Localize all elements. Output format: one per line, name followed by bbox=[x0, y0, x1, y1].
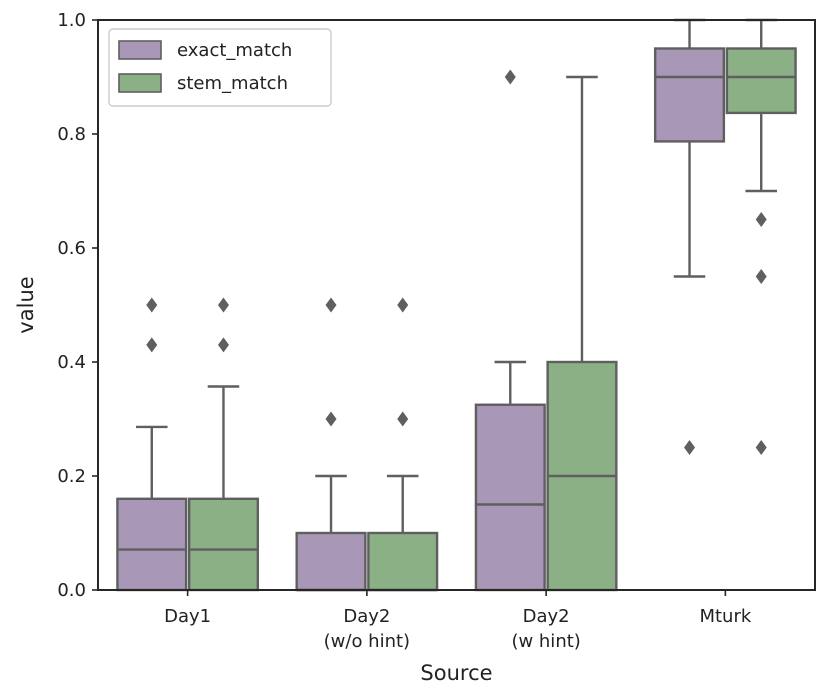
box-exact_match-0 bbox=[116, 297, 188, 592]
outlier-point bbox=[325, 411, 337, 427]
legend-label-exact_match: exact_match bbox=[177, 40, 292, 61]
outlier-point bbox=[146, 297, 158, 313]
x-axis-label: Source bbox=[420, 661, 492, 685]
x-tick-label: Day2 bbox=[343, 606, 390, 627]
legend-frame bbox=[108, 28, 332, 107]
outlier-point bbox=[217, 337, 229, 353]
box-iqr bbox=[725, 47, 797, 115]
box-iqr bbox=[187, 497, 260, 592]
x-tick-label: Day2 bbox=[523, 606, 570, 627]
outlier-point bbox=[146, 337, 158, 353]
boxes-layer bbox=[116, 18, 797, 592]
outlier-point bbox=[397, 297, 409, 313]
outlier-point bbox=[684, 440, 696, 455]
box-stem_match-0 bbox=[187, 297, 260, 592]
y-tick-label: 0.0 bbox=[57, 580, 86, 601]
outlier-point bbox=[217, 297, 229, 313]
x-tick-label: (w hint) bbox=[511, 631, 580, 652]
legend-swatch-exact_match bbox=[118, 40, 162, 60]
outlier-point bbox=[755, 440, 767, 455]
y-tick-label: 0.4 bbox=[57, 352, 86, 373]
box-exact_match-1 bbox=[295, 297, 367, 592]
box-iqr bbox=[474, 403, 546, 592]
x-tick-label: (w/o hint) bbox=[324, 631, 410, 652]
plot-frame bbox=[97, 19, 816, 591]
box-stem_match-3 bbox=[725, 18, 797, 455]
y-tick-label: 0.8 bbox=[57, 124, 86, 145]
outlier-point bbox=[325, 297, 337, 313]
y-tick-label: 1.0 bbox=[57, 10, 86, 31]
box-iqr bbox=[653, 47, 726, 143]
outlier-point bbox=[397, 411, 409, 427]
y-tick-label: 0.6 bbox=[57, 238, 86, 259]
legend: exact_match stem_match bbox=[108, 28, 332, 107]
box-exact_match-2 bbox=[474, 69, 546, 592]
x-tick-label: Day1 bbox=[164, 606, 211, 627]
y-tick-label: 0.2 bbox=[57, 466, 86, 487]
box-iqr bbox=[116, 497, 188, 592]
outlier-point bbox=[504, 69, 516, 85]
x-tick-label: Mturk bbox=[699, 606, 751, 627]
box-iqr bbox=[367, 531, 439, 592]
box-exact_match-3 bbox=[653, 18, 726, 455]
box-stem_match-2 bbox=[546, 75, 618, 592]
legend-label-stem_match: stem_match bbox=[177, 73, 288, 94]
box-iqr bbox=[295, 531, 367, 592]
legend-swatch-stem_match bbox=[118, 73, 162, 93]
y-axis-label: value bbox=[14, 276, 38, 333]
box-stem_match-1 bbox=[367, 297, 439, 592]
outlier-point bbox=[755, 212, 767, 227]
outlier-point bbox=[755, 269, 767, 284]
axes-layer: 0.0 0.2 0.4 0.6 0.8 1.0 Day1 Day2 (w/o hint) Day2… bbox=[14, 10, 816, 685]
